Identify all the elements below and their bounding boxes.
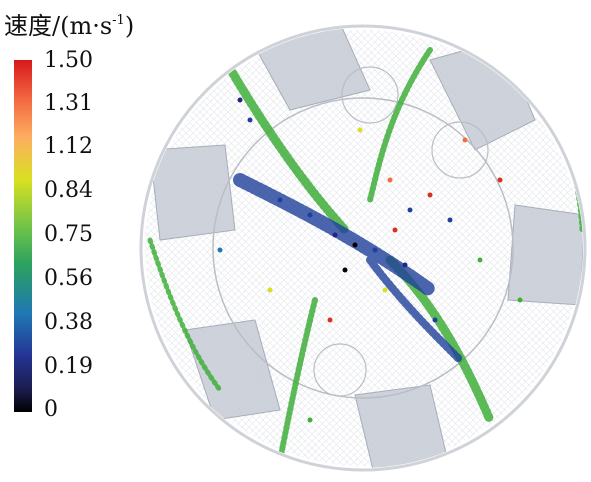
hub-ring	[212, 97, 514, 399]
legend-tick: 1.12	[44, 134, 93, 159]
shaft-circle	[313, 343, 367, 397]
legend-tick: 0	[44, 397, 58, 422]
shaft-circle	[341, 66, 399, 124]
legend-tick: 1.50	[44, 48, 93, 73]
legend-tick: 0.56	[44, 266, 93, 291]
shaft-circle	[431, 121, 489, 179]
legend-tick: 0.19	[44, 354, 93, 379]
legend-tick: 0.38	[44, 310, 93, 335]
particle-band-blue	[233, 173, 464, 364]
legend-tick: 0.84	[44, 178, 93, 203]
legend-title-close: )	[124, 12, 135, 40]
legend-title-main: 速度/(m·s	[4, 12, 113, 40]
legend-title-superscript: -1	[112, 13, 125, 28]
legend-title: 速度/(m·s-1)	[4, 6, 134, 41]
legend-tick: 1.31	[44, 91, 93, 116]
scattered-particles	[217, 97, 523, 423]
velocity-colorbar	[14, 60, 32, 412]
mixer-particle-plot	[139, 24, 587, 472]
legend-tick: 0.75	[44, 222, 93, 247]
